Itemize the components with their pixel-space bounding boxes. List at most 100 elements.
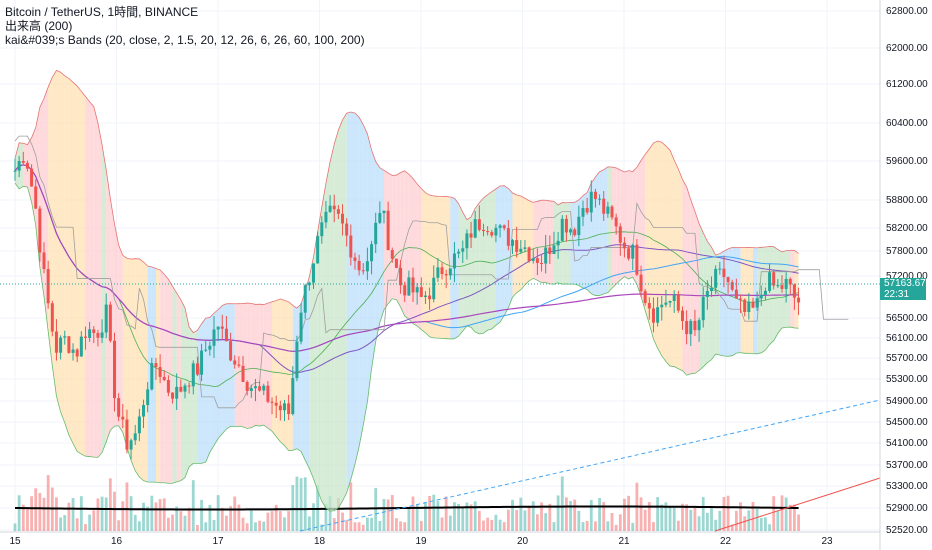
price-tick-label: 54100.00: [886, 438, 928, 449]
candle-body: [680, 310, 684, 322]
volume-bar: [241, 517, 245, 531]
candle-body: [295, 341, 299, 379]
band-segment: [719, 251, 724, 357]
volume-bar: [274, 504, 278, 531]
candle-body: [146, 389, 150, 406]
lower-band-line: [14, 182, 799, 512]
candle-body: [631, 244, 635, 259]
chart-legend: Bitcoin / TetherUS, 1時間, BINANCE 出来高 (20…: [5, 5, 365, 47]
candle-body: [224, 328, 228, 342]
candle-body: [129, 440, 133, 450]
volume-bar: [216, 495, 220, 531]
time-tick-label: 21: [618, 536, 630, 547]
volume-bar: [307, 516, 311, 531]
candle-body: [166, 380, 170, 393]
band-segment: [342, 113, 347, 502]
volume-bar: [59, 517, 63, 531]
candle-body: [768, 272, 772, 291]
candle-body: [299, 312, 303, 342]
band-segment: [491, 188, 496, 329]
time-tick-label: 19: [415, 536, 427, 547]
volume-bar: [150, 495, 154, 531]
volume-bar: [602, 502, 606, 531]
candle-body: [183, 385, 187, 392]
candle-body: [573, 229, 577, 236]
candle-body: [743, 299, 747, 312]
volume-bar: [535, 514, 539, 531]
band-segment: [607, 166, 613, 293]
band-segment: [732, 247, 737, 356]
volume-bar: [386, 499, 390, 531]
band-segment: [458, 203, 463, 337]
band-segment: [255, 304, 260, 427]
volume-bar: [303, 477, 307, 531]
band-segment: [504, 185, 509, 316]
band-segment: [524, 198, 530, 285]
price-axis[interactable]: 62800.00 62000.00 61200.00 60400.00 59600.00…: [886, 6, 928, 536]
volume-bar: [133, 514, 137, 531]
band-segment: [442, 196, 447, 339]
band-segment: [147, 265, 152, 483]
candle-body: [54, 331, 58, 353]
candle-body: [792, 284, 796, 298]
volume-bar: [370, 517, 373, 531]
candle-body: [121, 416, 125, 420]
candle-body: [158, 367, 162, 377]
price-tick-label: 58800.00: [886, 195, 928, 206]
volume-bar: [312, 503, 315, 531]
volume-bar: [453, 502, 456, 531]
volume-bar: [254, 522, 257, 531]
candle-body: [361, 270, 365, 272]
volume-bar: [569, 501, 572, 531]
volume-bar: [490, 519, 494, 531]
volume-bar: [266, 512, 270, 531]
band-segment: [661, 142, 666, 362]
band-segment: [508, 188, 513, 308]
candle-body: [506, 228, 510, 246]
volume-bar: [681, 503, 684, 531]
time-tick-label: 23: [821, 536, 833, 547]
band-segment: [60, 72, 65, 423]
volume-bar: [639, 497, 643, 531]
candle-body: [714, 268, 718, 288]
band-segment: [479, 197, 484, 334]
volume-bar: [63, 515, 67, 531]
price-tick-label: 53300.00: [886, 481, 928, 492]
band-segment: [624, 170, 629, 279]
time-axis[interactable]: 15 16 17 18 19 20 21 22 23: [9, 536, 833, 547]
candle-body: [457, 251, 461, 254]
candle-body: [710, 287, 714, 292]
volume-bar: [477, 510, 481, 531]
volume-bar: [722, 497, 726, 531]
candle-body: [569, 229, 573, 233]
volume-legend[interactable]: 出来高 (200): [5, 19, 73, 33]
volume-bar: [693, 508, 697, 531]
band-segment: [678, 169, 683, 371]
candle-body: [200, 350, 204, 375]
volume-bar: [747, 510, 751, 531]
band-segment: [537, 200, 542, 283]
candle-body: [13, 170, 17, 172]
volume-bar: [705, 512, 709, 531]
price-tick-label: 62000.00: [886, 43, 928, 54]
band-segment: [375, 161, 380, 342]
candle-body: [531, 258, 535, 261]
price-tick-label: 56500.00: [886, 313, 928, 324]
band-segment: [553, 201, 559, 285]
candle-body: [365, 261, 369, 272]
trend-lines: [299, 399, 881, 532]
indicator-legend[interactable]: kai&#039;s Bands (20, close, 2, 1.5, 20,…: [5, 33, 365, 47]
candle-body: [656, 307, 660, 323]
volume-bar: [486, 517, 490, 531]
volume-bar: [287, 511, 291, 531]
candle-body: [606, 206, 610, 214]
candle-body: [477, 219, 481, 230]
candle-body: [179, 386, 183, 392]
candle-body: [440, 267, 444, 275]
symbol-title[interactable]: Bitcoin / TetherUS, 1時間, BINANCE: [5, 5, 199, 19]
band-segment: [189, 327, 194, 467]
band-segment: [487, 191, 492, 331]
candle-body: [187, 385, 191, 387]
volume-bar: [26, 509, 29, 531]
